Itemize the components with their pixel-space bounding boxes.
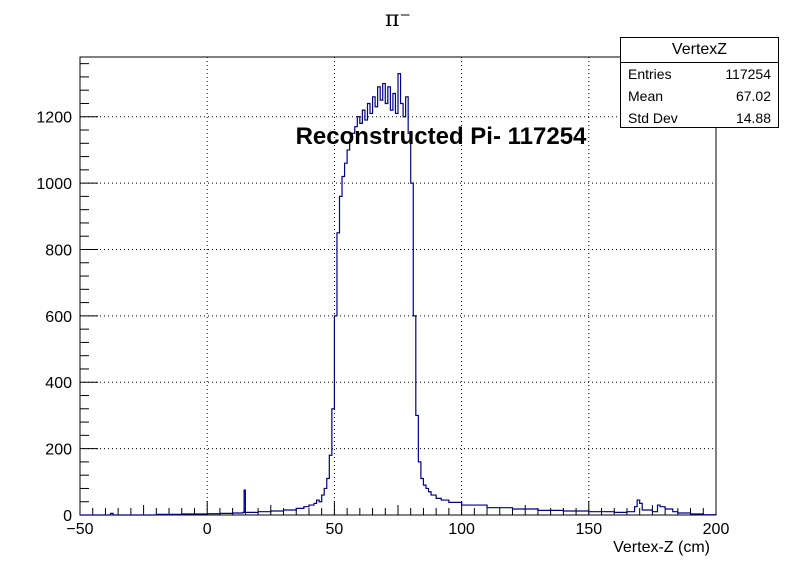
y-tick-label: 200 [45, 442, 72, 459]
x-tick-labels: −50 0 50 100 150 200 [66, 521, 729, 538]
x-axis-title: Vertex-Z (cm) [613, 539, 710, 556]
y-tick-label: 400 [45, 375, 72, 392]
grid-lines [80, 57, 716, 515]
x-tick-label: 100 [448, 521, 475, 538]
axis-ticks [79, 63, 717, 516]
stats-title: VertexZ [621, 38, 778, 63]
stats-value: 117254 [725, 66, 771, 82]
stats-box: VertexZ Entries 117254 Mean 67.02 Std De… [620, 37, 779, 128]
stats-label: Mean [628, 88, 664, 104]
y-tick-label: 0 [63, 508, 72, 525]
y-tick-label: 1000 [36, 176, 72, 193]
stats-label: Entries [628, 66, 672, 82]
x-tick-label: 0 [203, 521, 212, 538]
stats-row-stddev: Std Dev 14.88 [621, 107, 778, 129]
stats-value: 67.02 [735, 88, 771, 104]
y-tick-label: 600 [45, 309, 72, 326]
stats-row-mean: Mean 67.02 [621, 85, 778, 107]
y-tick-label: 1200 [36, 110, 72, 127]
stats-label: Std Dev [628, 110, 678, 126]
chart-title: π⁻ [385, 7, 411, 32]
y-tick-label: 800 [45, 242, 72, 259]
x-tick-label: 200 [703, 521, 730, 538]
x-tick-label: 50 [326, 521, 344, 538]
x-tick-label: −50 [66, 521, 93, 538]
x-tick-label: 150 [575, 521, 602, 538]
chart-annotation: Reconstructed Pi- 117254 [296, 123, 587, 150]
stats-value: 14.88 [735, 110, 771, 126]
series-line [80, 72, 717, 516]
stats-row-entries: Entries 117254 [621, 63, 778, 85]
y-tick-labels: 0 200 400 600 800 1000 1200 [36, 110, 72, 525]
